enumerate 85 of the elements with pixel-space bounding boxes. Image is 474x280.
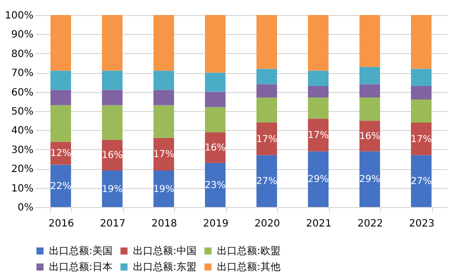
- y-tick-label: 100%: [4, 10, 34, 22]
- bar: [256, 15, 278, 69]
- x-tick-label: 2019: [203, 218, 228, 230]
- data-label: 17%: [256, 134, 278, 145]
- bar: [153, 90, 174, 106]
- bar: [410, 99, 432, 123]
- bar: [204, 107, 226, 132]
- bar: [153, 70, 174, 90]
- data-label: 23%: [204, 180, 226, 191]
- data-label: 12%: [50, 148, 72, 160]
- legend-label: 出口总额:欧盟: [217, 245, 280, 257]
- data-label: 16%: [204, 142, 226, 154]
- data-label: 27%: [256, 176, 278, 188]
- y-tick-label: 30%: [11, 144, 34, 156]
- bar: [359, 84, 380, 98]
- y-tick-label: 40%: [11, 126, 34, 137]
- data-label: 17%: [410, 134, 432, 145]
- bar: [153, 105, 174, 138]
- bar: [308, 118, 329, 152]
- bar: [410, 86, 432, 100]
- bar: [410, 155, 432, 207]
- data-label: 27%: [410, 176, 432, 188]
- bar: [102, 170, 123, 207]
- bar: [153, 15, 174, 71]
- data-label: 22%: [50, 180, 72, 192]
- bar: [102, 90, 123, 106]
- data-label: 19%: [153, 184, 174, 195]
- y-tick-label: 70%: [11, 68, 34, 80]
- bar: [359, 151, 380, 207]
- legend-label: 出口总额:日本: [49, 261, 112, 273]
- y-tick-label: 90%: [11, 30, 34, 41]
- bar: [359, 66, 380, 84]
- y-tick-label: 80%: [11, 48, 34, 60]
- data-label: 17%: [308, 130, 329, 141]
- x-tick-label: 2016: [48, 218, 74, 230]
- x-tick-label: 2023: [409, 218, 434, 230]
- bar: [50, 90, 72, 106]
- bar: [204, 162, 226, 207]
- bar: [204, 15, 226, 73]
- x-tick-label: 2020: [254, 218, 280, 230]
- bar: [204, 72, 226, 92]
- bar: [308, 15, 329, 71]
- bar: [153, 170, 174, 207]
- y-tick-label: 0%: [18, 202, 34, 214]
- data-label: 29%: [308, 174, 329, 186]
- x-tick-label: 2018: [152, 218, 177, 230]
- data-label: 29%: [359, 174, 380, 186]
- x-tick-label: 2017: [100, 218, 126, 230]
- data-label: 19%: [102, 184, 123, 195]
- bar: [359, 98, 380, 121]
- bar: [410, 122, 432, 156]
- data-label: 16%: [359, 130, 380, 142]
- bar: [359, 15, 380, 67]
- bar: [256, 155, 278, 207]
- bar: [204, 92, 226, 108]
- bar: [102, 105, 123, 140]
- legend-label: 出口总额:其他: [217, 261, 280, 273]
- bar: [50, 70, 72, 90]
- bar: [153, 138, 174, 171]
- bar: [102, 15, 123, 71]
- x-tick-label: 2021: [306, 218, 332, 230]
- bar: [256, 98, 278, 123]
- data-label: 17%: [153, 149, 174, 160]
- bar: [308, 98, 329, 119]
- legend-label: 出口总额:东盟: [133, 261, 196, 273]
- data-label: 16%: [102, 150, 123, 162]
- legend-label: 出口总额:美国: [49, 245, 112, 257]
- bar: [308, 151, 329, 207]
- y-tick-label: 50%: [11, 106, 34, 118]
- bar: [102, 70, 123, 90]
- bar: [50, 15, 72, 71]
- legend-label: 出口总额:中国: [133, 245, 196, 257]
- bar: [256, 84, 278, 98]
- bar: [410, 68, 432, 86]
- x-tick-label: 2022: [358, 218, 383, 230]
- y-tick-label: 10%: [11, 183, 34, 194]
- bar: [256, 122, 278, 156]
- y-tick-label: 20%: [11, 164, 34, 176]
- bar: [308, 70, 329, 86]
- bar: [256, 68, 278, 84]
- bar: [410, 15, 432, 69]
- bar: [50, 164, 72, 207]
- bar: [308, 86, 329, 98]
- y-tick-label: 60%: [11, 87, 34, 98]
- bar: [50, 105, 72, 142]
